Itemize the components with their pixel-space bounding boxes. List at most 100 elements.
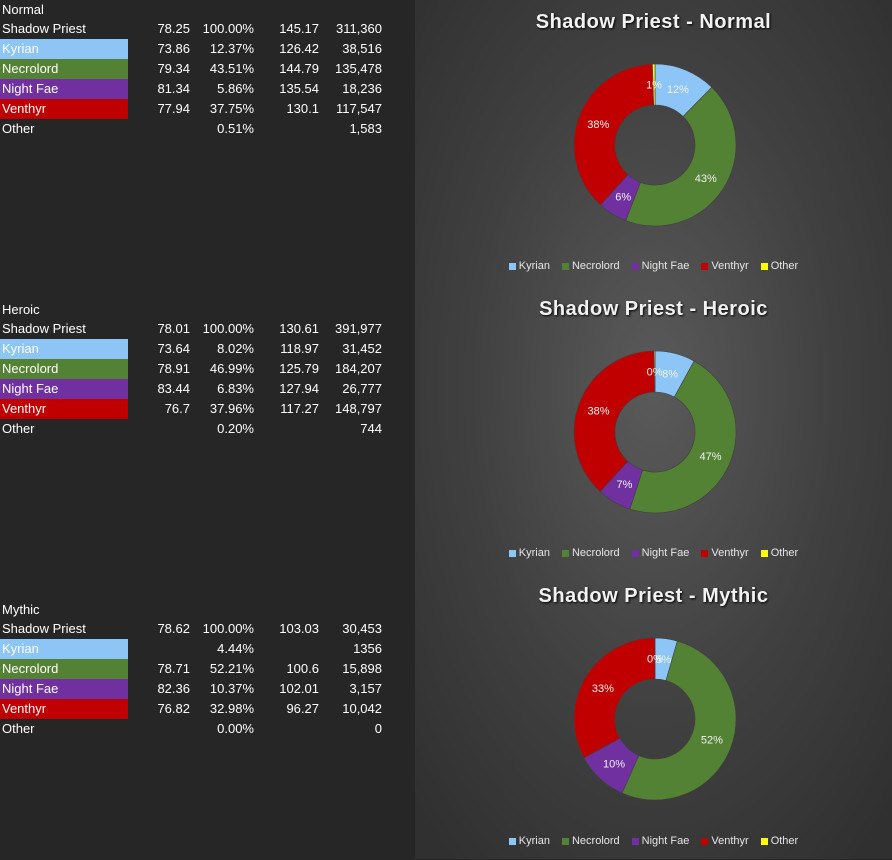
cell-value: 76.7: [164, 401, 190, 416]
row-label: Venthyr: [0, 399, 128, 419]
data-label: 0%: [647, 654, 663, 666]
section-title: Heroic: [2, 302, 40, 317]
legend-swatch: [631, 837, 639, 845]
row-label: Kyrian: [0, 639, 128, 659]
donut-svg: 12% 43% 6% 38% 1%: [573, 63, 737, 227]
charts-panel: Shadow Priest - Normal 12% 43% 6% 38% 1% Kyr…: [415, 0, 892, 859]
legend-swatch: [701, 549, 709, 557]
data-label: 12%: [667, 84, 689, 96]
table-row: Shadow Priest 78.01 100.00% 130.61 391,977: [0, 319, 415, 339]
legend-label: Night Fae: [641, 835, 690, 847]
cell-value: 37.75%: [209, 101, 254, 116]
table-row: Necrolord 78.71 52.21% 100.6 15,898: [0, 659, 415, 679]
row-label: Shadow Priest: [0, 19, 128, 39]
cell-value: 145.17: [279, 21, 319, 36]
section-title: Normal: [2, 2, 44, 17]
donut-chart-normal: Shadow Priest - Normal 12% 43% 6% 38% 1% Kyr…: [415, 0, 892, 286]
cell-value: 32.98%: [209, 701, 254, 716]
cell-value: 38,516: [342, 41, 382, 56]
legend-label: Night Fae: [641, 547, 690, 559]
cell-value: 52.21%: [209, 661, 254, 676]
cell-value: [130, 119, 190, 139]
legend-swatch: [508, 549, 516, 557]
cell-value: 78.62: [157, 621, 190, 636]
row-label: Necrolord: [0, 359, 128, 379]
slice-necrolord: [625, 86, 737, 227]
legend-swatch: [561, 837, 569, 845]
cell-value: 0.20%: [217, 421, 254, 436]
legend-swatch: [701, 262, 709, 270]
slice-other: [653, 350, 656, 393]
cell-value: 76.82: [157, 701, 190, 716]
cell-value: [254, 419, 319, 439]
cell-value: 117,547: [335, 101, 382, 116]
legend-label: Other: [770, 260, 799, 272]
legend-label: Other: [770, 547, 799, 559]
cell-value: 4.44%: [217, 641, 254, 656]
cell-value: 100.00%: [202, 21, 254, 36]
legend-swatch: [508, 262, 516, 270]
table-row: Necrolord 78.91 46.99% 125.79 184,207: [0, 359, 415, 379]
legend-item: Necrolord: [561, 835, 620, 847]
legend-label: Kyrian: [518, 835, 550, 847]
legend-label: Venthyr: [711, 835, 749, 847]
cell-value: 391,977: [335, 321, 382, 336]
row-label: Night Fae: [0, 379, 128, 399]
row-label: Necrolord: [0, 59, 128, 79]
cell-value: 744: [360, 421, 382, 436]
cell-value: 6.83%: [217, 381, 254, 396]
table-row: Venthyr 77.94 37.75% 130.1 117,547: [0, 99, 415, 119]
legend-item: Night Fae: [631, 835, 690, 847]
table-row: Kyrian 73.64 8.02% 118.97 31,452: [0, 339, 415, 359]
legend-swatch: [760, 262, 768, 270]
table-row: Other 0.00% 0: [0, 719, 415, 739]
cell-value: 15,898: [342, 661, 382, 676]
table-row: Other 0.20% 744: [0, 419, 415, 439]
legend-item: Other: [760, 260, 799, 272]
legend-swatch: [631, 262, 639, 270]
cell-value: 30,453: [342, 621, 382, 636]
data-label: 5%: [655, 654, 671, 666]
chart-legend: Kyrian Necrolord Night Fae Venthyr Other: [415, 835, 892, 847]
cell-value: 0: [374, 721, 382, 736]
cell-value: [130, 639, 190, 659]
legend-swatch: [631, 549, 639, 557]
cell-value: 8.02%: [217, 341, 254, 356]
cell-value: 0.00%: [217, 721, 254, 736]
row-label: Other: [0, 719, 128, 739]
legend-label: Necrolord: [571, 835, 620, 847]
cell-value: [254, 119, 319, 139]
chart-title: Shadow Priest - Heroic: [539, 298, 768, 320]
cell-value: 37.96%: [209, 401, 254, 416]
cell-value: 100.00%: [202, 321, 254, 336]
cell-value: 83.44: [157, 381, 190, 396]
table-row: Kyrian 4.44% 1356: [0, 639, 415, 659]
chart-legend: Kyrian Necrolord Night Fae Venthyr Other: [415, 547, 892, 559]
cell-value: 0.51%: [217, 121, 254, 136]
cell-value: 103.03: [279, 621, 319, 636]
data-label: 33%: [592, 683, 614, 695]
legend-item: Venthyr: [701, 835, 749, 847]
cell-value: 144.79: [279, 61, 319, 76]
cell-value: [254, 639, 319, 659]
legend-swatch: [701, 837, 709, 845]
section-title: Mythic: [2, 602, 40, 617]
chart-legend: Kyrian Necrolord Night Fae Venthyr Other: [415, 260, 892, 272]
data-label: 1%: [646, 80, 662, 92]
cell-value: 311,360: [335, 21, 382, 36]
legend-item: Night Fae: [631, 260, 689, 272]
cell-value: 1356: [353, 641, 382, 656]
legend-swatch: [561, 549, 569, 557]
slice-venthyr: [573, 350, 655, 493]
cell-value: 79.34: [157, 61, 190, 76]
row-label: Shadow Priest: [0, 319, 128, 339]
cell-value: 1,583: [349, 121, 382, 136]
data-label: 7%: [616, 479, 632, 491]
cell-value: 135.54: [279, 81, 319, 96]
cell-value: [130, 719, 190, 739]
cell-value: 26,777: [342, 381, 382, 396]
table-row: Venthyr 76.82 32.98% 96.27 10,042: [0, 699, 415, 719]
donut-chart-mythic: Shadow Priest - Mythic 5% 52% 10% 33% 0% Kyr…: [415, 574, 892, 860]
data-label: 38%: [587, 405, 609, 417]
donut-chart-heroic: Shadow Priest - Heroic 8% 47% 7% 38% 0% Kyri…: [415, 287, 892, 573]
